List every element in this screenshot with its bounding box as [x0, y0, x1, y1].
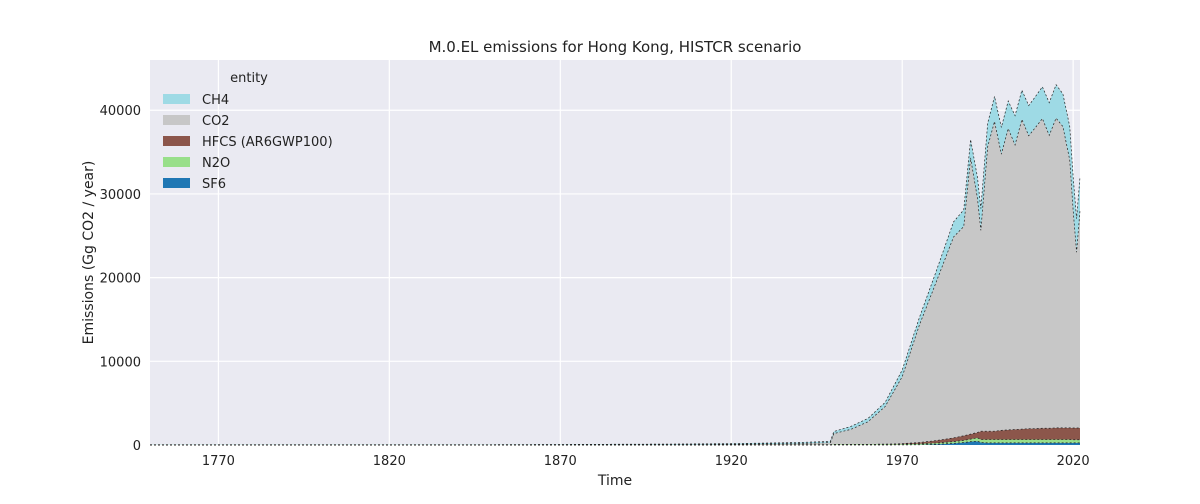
boundary-line-ch4: [150, 83, 1081, 446]
x-tick-label: 1870: [544, 454, 577, 469]
legend: entity CH4 CO2 HFCS (AR6GWP100) N2O SF6: [163, 71, 333, 192]
stack-boundary-lines: [150, 83, 1081, 446]
x-tick-label: 1970: [886, 454, 919, 469]
y-tick-label: 40000: [100, 104, 141, 119]
x-tick-label: 1770: [202, 454, 235, 469]
stacked-areas: [150, 84, 1080, 445]
y-axis-label: Emissions (Gg CO2 / year): [81, 161, 97, 345]
x-tick-label: 2020: [1057, 454, 1090, 469]
x-tick-label: 1820: [373, 454, 406, 469]
boundary-line-hfcs-ar6gwp100: [150, 427, 1080, 446]
x-tick-label: 1920: [715, 454, 748, 469]
area-co2: [150, 118, 1080, 445]
y-tick-label: 20000: [100, 272, 141, 287]
legend-swatch-hfcs-ar6gwp100: [163, 136, 190, 146]
legend-swatch-ch4: [163, 94, 190, 104]
legend-label-sf6: SF6: [202, 177, 226, 192]
boundary-line-sf6: [150, 440, 1080, 446]
y-tick-label: 10000: [100, 355, 141, 370]
y-tick-label: 30000: [100, 188, 141, 203]
area-sf6: [150, 441, 1080, 445]
legend-label-hfcs-ar6gwp100: HFCS (AR6GWP100): [202, 135, 333, 150]
axis-ticks: 1770 1820 1870 1920 1970 2020 0 10000 20000 30000…: [100, 104, 1090, 469]
x-axis-label: Time: [597, 473, 632, 489]
legend-label-ch4: CH4: [202, 93, 229, 108]
y-tick-label: 0: [133, 439, 141, 454]
boundary-line-co2: [150, 117, 1081, 446]
legend-swatch-n2o: [163, 157, 190, 167]
legend-swatch-sf6: [163, 178, 190, 188]
legend-label-co2: CO2: [202, 114, 230, 129]
legend-swatch-co2: [163, 115, 190, 125]
legend-title: entity: [230, 71, 268, 86]
legend-label-n2o: N2O: [202, 156, 230, 171]
chart-title: M.0.EL emissions for Hong Kong, HISTCR s…: [429, 38, 802, 56]
